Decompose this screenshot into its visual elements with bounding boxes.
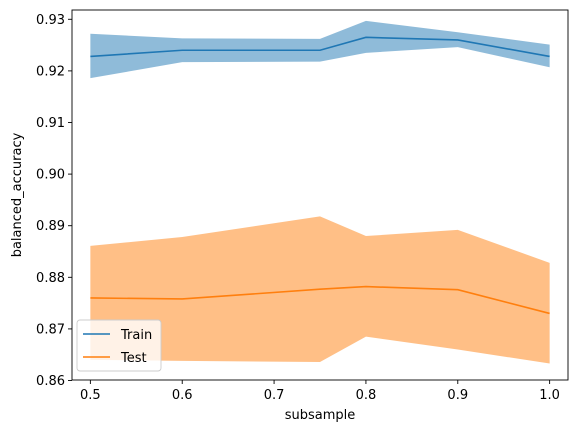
x-tick-label: 0.7 <box>264 388 285 403</box>
x-tick-label: 0.6 <box>172 388 193 403</box>
y-tick-label: 0.89 <box>36 219 65 234</box>
y-tick-label: 0.86 <box>36 374 65 389</box>
legend-box <box>76 319 162 372</box>
y-tick-label: 0.88 <box>36 271 65 286</box>
y-tick-label: 0.91 <box>36 116 65 131</box>
y-tick-label: 0.92 <box>36 64 65 79</box>
legend-label-test: Test <box>120 351 147 366</box>
x-tick-label: 0.5 <box>80 388 101 403</box>
legend: Train Test <box>76 319 162 372</box>
y-tick-label: 0.90 <box>36 168 65 183</box>
x-tick-label: 0.8 <box>356 388 377 403</box>
plot-frame <box>71 9 569 381</box>
x-tick-label: 1.0 <box>539 388 560 403</box>
y-tick-label: 0.93 <box>36 13 65 28</box>
y-axis-label: balanced_accuracy <box>10 132 25 257</box>
x-axis-label: subsample <box>285 408 356 423</box>
test-line <box>90 285 550 315</box>
x-tick-label: 0.9 <box>447 388 468 403</box>
y-tick-label: 0.87 <box>36 322 65 337</box>
legend-label-train: Train <box>120 328 152 343</box>
train-line <box>90 36 550 58</box>
